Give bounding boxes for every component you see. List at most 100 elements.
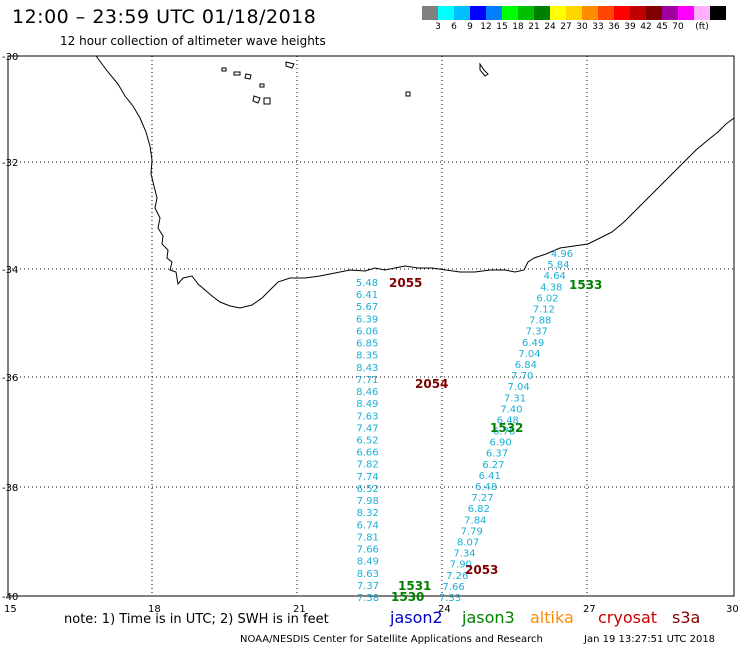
swh-value: 7.31 — [504, 393, 526, 404]
swh-value: 7.47 — [356, 423, 378, 434]
swh-value: 7.84 — [464, 515, 486, 526]
track-time-label: 2055 — [389, 276, 422, 290]
swh-value: 6.85 — [356, 339, 378, 350]
swh-value: 4.38 — [540, 282, 562, 293]
satellite-legend-item: cryosat — [598, 608, 658, 627]
color-scale-box — [646, 6, 662, 20]
swh-value: 6.48 — [497, 416, 519, 427]
grid-lines — [8, 56, 734, 596]
swh-value: 6.82 — [468, 504, 490, 515]
satellite-legend-item: jason2 — [390, 608, 443, 627]
swh-value: 7.71 — [356, 375, 378, 386]
x-tick-label: 27 — [583, 604, 596, 615]
color-scale-box — [550, 6, 566, 20]
color-scale-box — [598, 6, 614, 20]
plot-frame — [7, 55, 735, 597]
y-tick-label: -38 — [2, 483, 18, 494]
y-tick-label: -30 — [2, 52, 18, 63]
footer-credit: NOAA/NESDIS Center for Satellite Applica… — [240, 634, 543, 645]
swh-value: 7.82 — [356, 460, 378, 471]
swh-value: 7.26 — [446, 571, 468, 582]
color-scale-box — [438, 6, 454, 20]
color-scale-bar — [422, 6, 726, 20]
track-a-values: 5.486.415.676.39 6.066.858.358.437.718.46… — [356, 278, 379, 604]
swh-value: 7.66 — [357, 545, 379, 556]
map-title: 12:00 – 23:59 UTC 01/18/2018 — [12, 6, 317, 28]
x-tick-label: 30 — [726, 604, 739, 615]
color-scale-label: 36 — [608, 22, 620, 32]
swh-value: 7.04 — [507, 382, 529, 393]
color-scale-label: 42 — [640, 22, 652, 32]
x-tick-label: 18 — [148, 604, 161, 615]
swh-value: 8.07 — [457, 538, 479, 549]
swh-value: 6.39 — [356, 314, 378, 325]
color-scale-label: 12 — [480, 22, 492, 32]
color-scale-label: 18 — [512, 22, 524, 32]
color-scale-label: 24 — [544, 22, 556, 32]
swh-value: 7.37 — [357, 581, 379, 592]
swh-value: 7.70 — [511, 371, 533, 382]
swh-value: 7.81 — [357, 532, 379, 543]
swh-value: 7.34 — [453, 549, 475, 560]
swh-value: 7.04 — [518, 349, 540, 360]
track-time-label: 1531 — [398, 579, 431, 593]
swh-value: 6.02 — [536, 293, 558, 304]
swh-value: 8.43 — [356, 363, 378, 374]
y-tick-label: -36 — [2, 373, 18, 384]
swh-value: 6.66 — [356, 448, 378, 459]
swh-value: 5.67 — [356, 302, 378, 313]
color-scale-box — [502, 6, 518, 20]
swh-value: 6.49 — [522, 338, 544, 349]
color-scale-label: 33 — [592, 22, 604, 32]
swh-value: 6.52 — [356, 436, 378, 447]
swh-value: 7.88 — [529, 316, 551, 327]
color-scale-box — [534, 6, 550, 20]
track-time-label: 1532 — [490, 421, 523, 435]
swh-value: 7.12 — [533, 305, 555, 316]
swh-value: 7.33 — [439, 593, 461, 604]
x-tick-label: 21 — [293, 604, 306, 615]
swh-value: 8.46 — [356, 387, 378, 398]
swh-value: 7.98 — [357, 496, 379, 507]
color-scale-box — [486, 6, 502, 20]
color-scale-box — [422, 6, 438, 20]
islands — [221, 61, 489, 105]
swh-value: 7.37 — [526, 327, 548, 338]
swh-value: 7.79 — [461, 526, 483, 537]
color-scale-label: 9 — [467, 22, 473, 32]
swh-value: 6.90 — [489, 438, 511, 449]
color-scale-label: (ft) — [695, 22, 709, 32]
color-scale-label: 3 — [435, 22, 441, 32]
swh-value: 4.96 — [551, 249, 573, 260]
color-scale-label: 70 — [672, 22, 684, 32]
swh-value: 7.74 — [356, 472, 378, 483]
color-scale-box — [662, 6, 678, 20]
swh-value: 6.84 — [515, 360, 537, 371]
color-scale-label: 45 — [656, 22, 668, 32]
y-tick-label: -32 — [2, 158, 18, 169]
swh-value: 6.41 — [479, 471, 501, 482]
swh-value: 7.63 — [356, 411, 378, 422]
swh-value: 5.48 — [356, 278, 378, 289]
color-scale-box — [582, 6, 598, 20]
color-scale-label: 15 — [496, 22, 508, 32]
swh-value: 8.32 — [357, 508, 379, 519]
swh-value: 6.27 — [482, 460, 504, 471]
color-scale-label: 39 — [624, 22, 636, 32]
swh-value: 8.63 — [357, 569, 379, 580]
x-tick-label: 15 — [4, 604, 17, 615]
swh-value: 6.78 — [493, 427, 515, 438]
swh-value: 6.74 — [357, 520, 379, 531]
track-time-label: 1533 — [569, 278, 602, 292]
swh-value: 6.37 — [486, 449, 508, 460]
x-tick-label: 24 — [438, 604, 451, 615]
color-scale-box — [614, 6, 630, 20]
swh-value: 6.52 — [357, 484, 379, 495]
swh-value: 5.84 — [547, 260, 569, 271]
color-scale-label: 27 — [560, 22, 572, 32]
map-subtitle: 12 hour collection of altimeter wave hei… — [60, 34, 326, 48]
track-time-label: 1530 — [391, 590, 424, 604]
swh-value: 7.27 — [471, 493, 493, 504]
